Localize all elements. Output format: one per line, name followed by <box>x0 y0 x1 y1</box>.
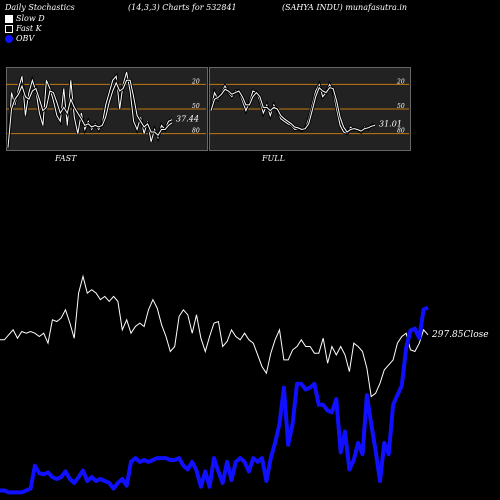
full-tick-label: 80 <box>397 128 405 135</box>
fast-series-line-1 <box>7 79 173 148</box>
chart-symbol: (SAHYA INDU) munafasutra.in <box>282 3 408 12</box>
legend-swatch-filled <box>5 14 13 23</box>
legend-item-slow-d: Slow D <box>5 14 45 23</box>
close-last-value-label: 297.85Close <box>431 330 489 340</box>
full-tick-label: 50 <box>397 103 405 110</box>
close-price-line <box>0 274 429 398</box>
legend-item-fast-k: Fast K <box>5 24 42 33</box>
legend-item-obv: OBV <box>5 34 34 43</box>
fast-series-shadow <box>6 71 173 148</box>
full-tick-label: 20 <box>396 78 405 85</box>
fast-tick-label: 20 <box>191 78 200 85</box>
fast-last-value-label: 37.44 <box>176 115 199 124</box>
fast-tick-label: 80 <box>192 128 200 135</box>
legend-label: Fast K <box>16 24 42 33</box>
full-series-line-1 <box>210 86 376 133</box>
chart-title: Daily Stochastics <box>5 3 75 12</box>
full-panel-label: FULL <box>262 154 285 163</box>
legend-label: Slow D <box>16 14 45 23</box>
full-last-value-label: 31.01 <box>379 120 402 129</box>
chart-params: (14,3,3) Charts for 532841 <box>128 3 237 12</box>
legend-swatch-outline <box>5 24 13 33</box>
fast-panel-label: FAST <box>55 154 77 163</box>
fast-tick-label: 50 <box>192 103 200 110</box>
legend-swatch-blue <box>5 34 13 43</box>
obv-line <box>0 305 429 495</box>
legend-label: OBV <box>16 34 35 43</box>
